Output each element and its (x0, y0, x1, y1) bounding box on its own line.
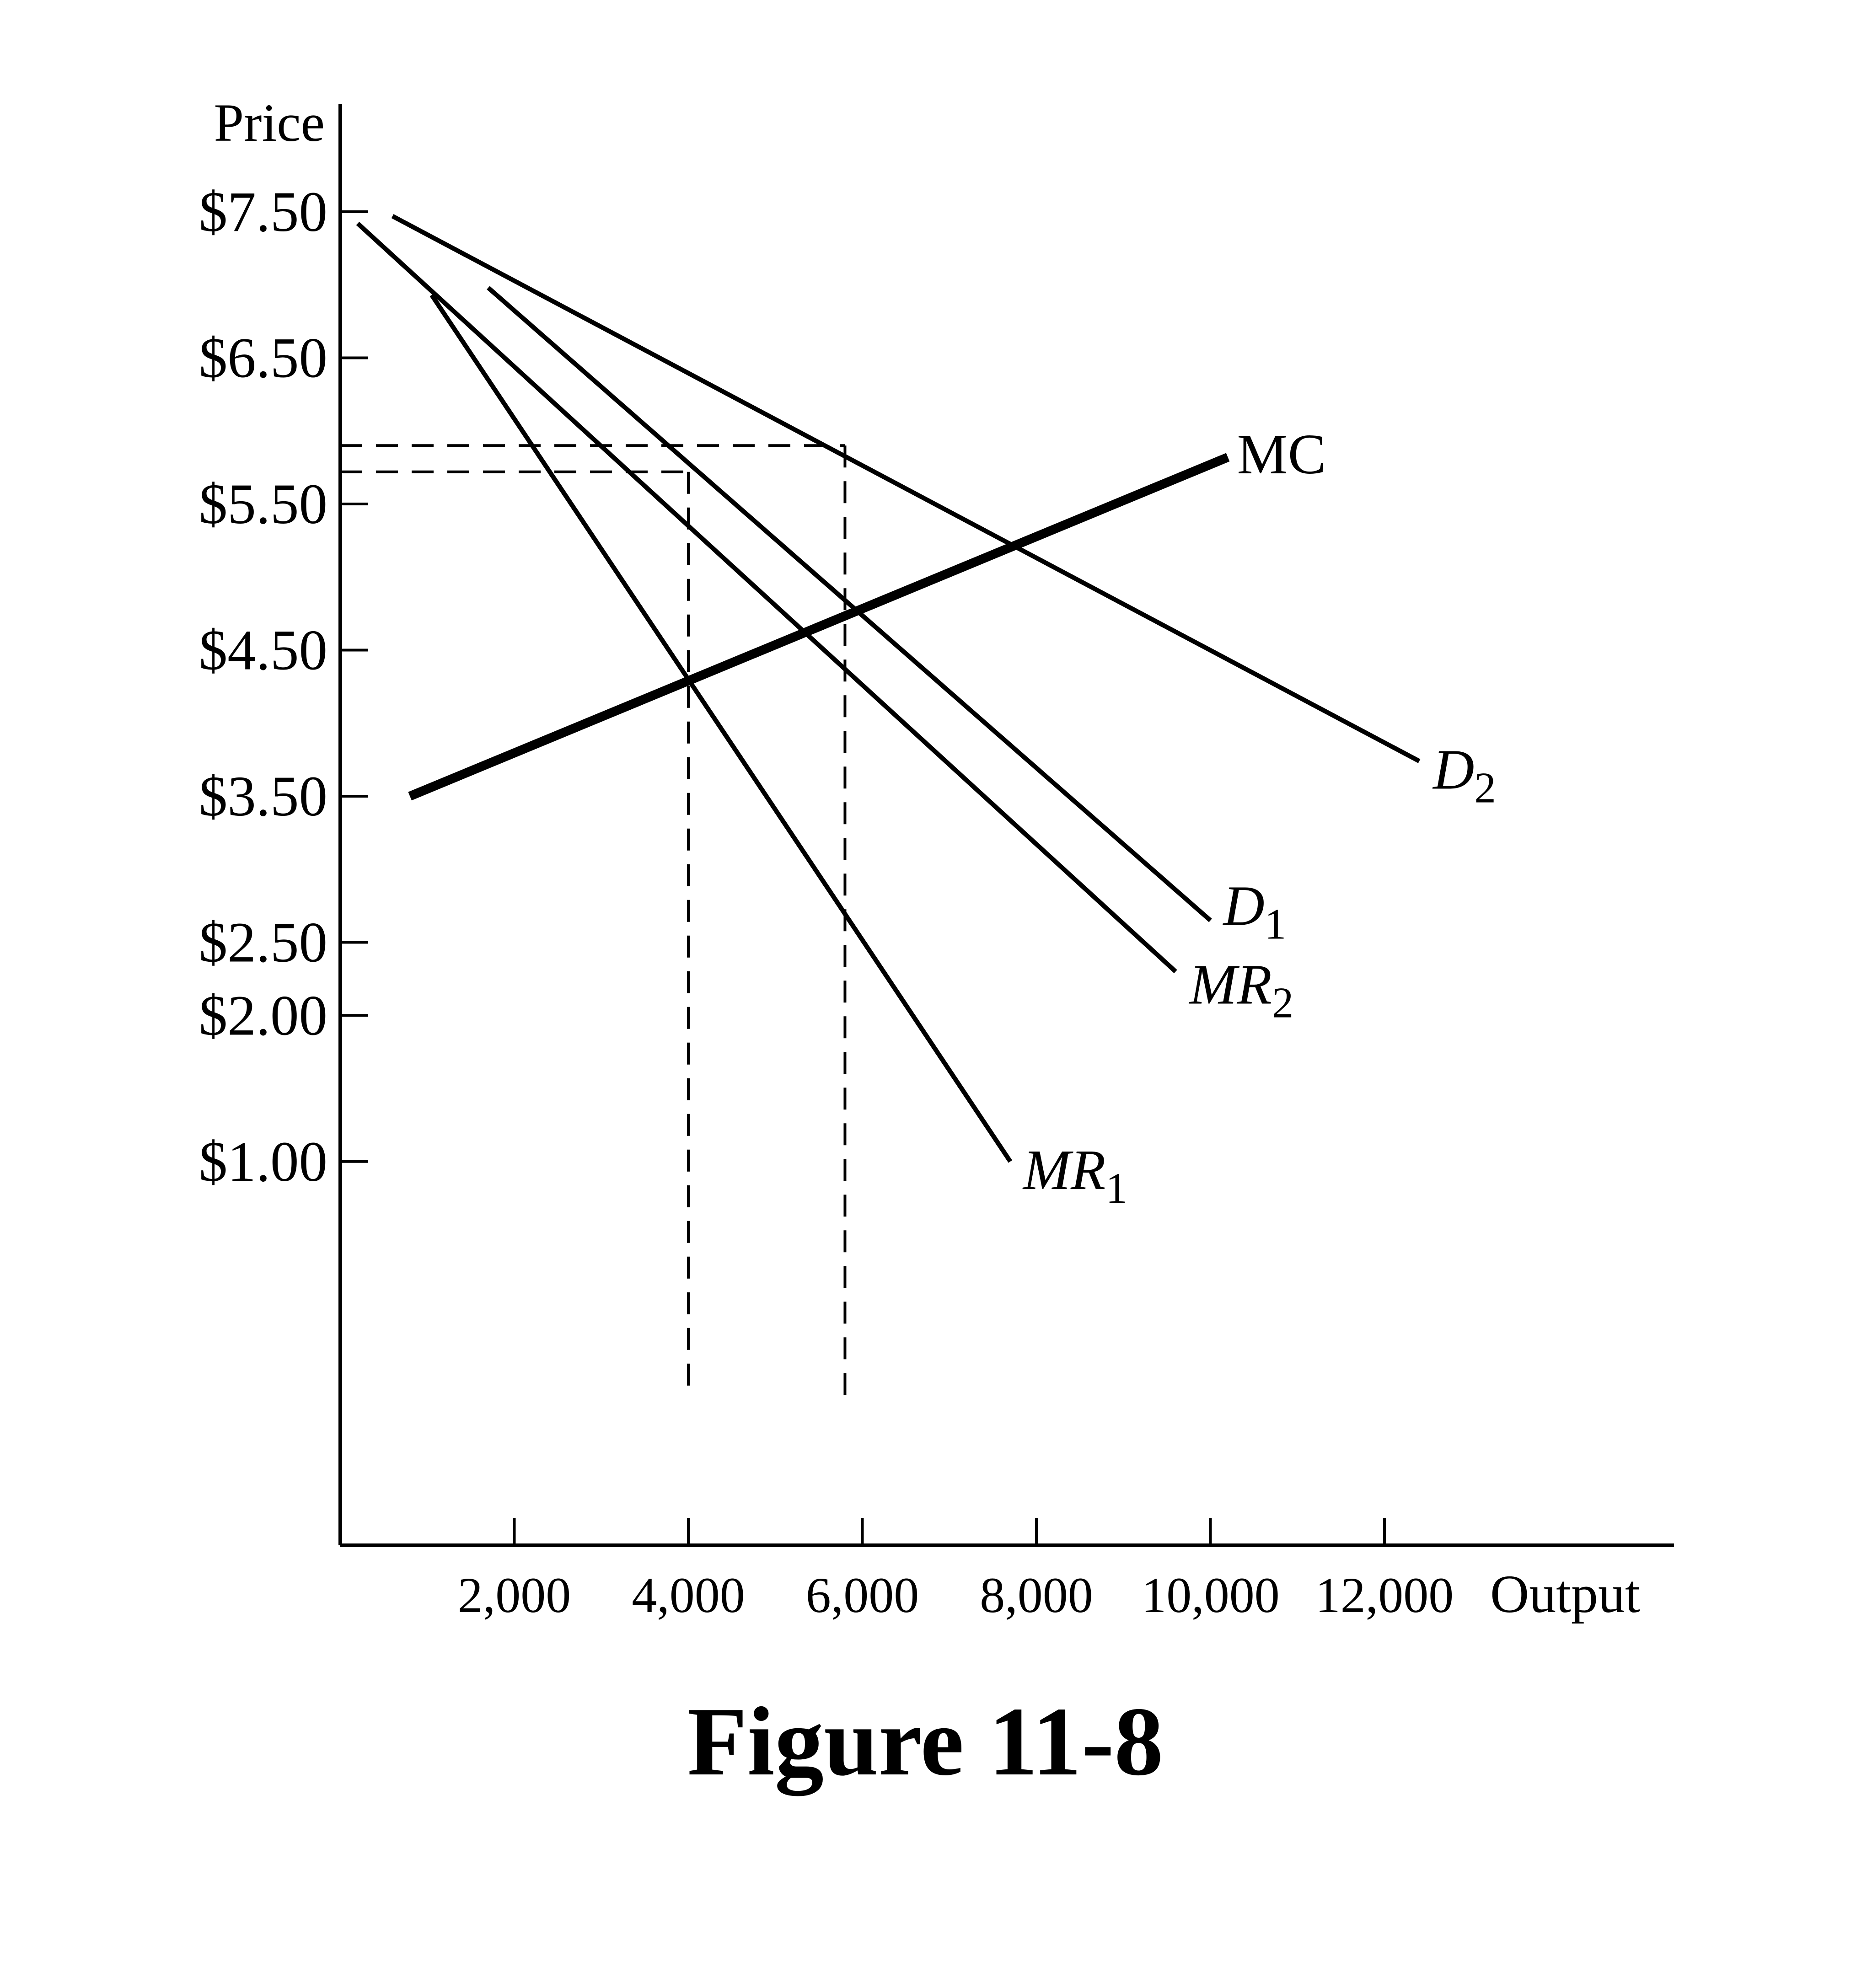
curve-mc (408, 453, 1230, 801)
curves (356, 214, 1421, 1163)
x-tick-label: 12,000 (1315, 1567, 1454, 1623)
y-tick-label: $3.50 (199, 765, 327, 828)
x-tick-label: 6,000 (806, 1567, 919, 1623)
curve-label-d1: D1 (1223, 875, 1287, 948)
figure-caption: Figure 11-8 (687, 1687, 1163, 1796)
curve-label-d2: D2 (1432, 738, 1496, 812)
curve-label-mr2: MR2 (1188, 953, 1293, 1027)
y-tick-label: $2.00 (199, 984, 327, 1047)
y-tick-label: $2.50 (199, 911, 327, 975)
reference-lines (340, 444, 847, 1395)
curve-label-mr1: MR1 (1022, 1139, 1127, 1212)
ticks: $7.50 $6.50 $5.50 $4.50 $3.50 $2.50 $2.00 $1.00… (199, 181, 1454, 1623)
axes (338, 104, 1674, 1547)
y-tick-label: $5.50 (199, 473, 327, 536)
x-tick-label: 10,000 (1141, 1567, 1280, 1623)
x-tick-label: 4,000 (632, 1567, 745, 1623)
y-axis-title: Price (214, 93, 325, 153)
curve-mr2 (356, 221, 1177, 974)
curve-mr1 (429, 294, 1013, 1163)
x-tick-label: 2,000 (458, 1567, 571, 1623)
y-tick-label: $7.50 (199, 181, 327, 244)
curve-label-mc: MC (1237, 423, 1326, 486)
x-tick-label: 8,000 (980, 1567, 1093, 1623)
curve-d1 (487, 286, 1212, 922)
y-tick-label: $4.50 (199, 619, 327, 682)
y-tick-label: $6.50 (199, 327, 327, 390)
y-tick-label: $1.00 (199, 1131, 327, 1194)
curve-d2 (391, 214, 1421, 763)
x-axis-title: Output (1490, 1564, 1640, 1624)
